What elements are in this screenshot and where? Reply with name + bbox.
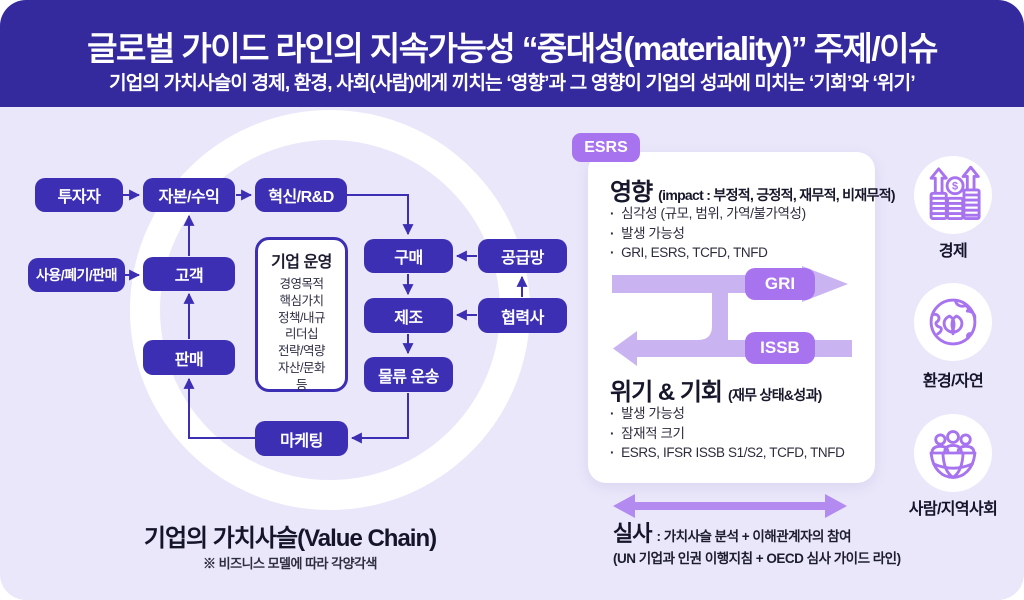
due-diligence-line: 실사 : 가치사슬 분석 + 이해관계자의 참여 — [613, 516, 851, 548]
operation-item: 정책/내규 — [278, 310, 325, 325]
risk-heading: 위기 & 기회 (재무 상태&성과) — [610, 372, 822, 407]
bullet-item: 심각성 (규모, 범위, 가역/불가역성) — [610, 204, 806, 224]
value-chain-caption: 기업의 가치사슬(Value Chain) — [143, 525, 437, 552]
operation-item: 전략/역량 — [278, 344, 325, 359]
legend-label-economy: 경제 — [938, 243, 968, 260]
bullet-item: 잠재적 크기 — [610, 424, 844, 444]
risk-title: 위기 & 기회 — [610, 379, 723, 406]
box-innovation-rnd: 혁신/R&D — [255, 178, 347, 212]
legend-circle-people — [914, 414, 992, 492]
box-capital-revenue: 자본/수익 — [143, 178, 235, 212]
value-chain-note: ※ 비즈니스 모델에 따라 각양각색 — [203, 556, 377, 571]
svg-text:$: $ — [952, 181, 958, 193]
company-operation-card: 기업 운영 경영목적 핵심가치 정책/내규 리더십 전략/역량 자산/문화 등 — [255, 237, 348, 392]
box-supply-chain: 공급망 — [478, 239, 567, 273]
operation-item: 핵심가치 — [279, 293, 324, 308]
operation-item: 자산/문화 — [278, 360, 325, 375]
box-partners: 협력사 — [478, 298, 567, 333]
impact-bullet-list: 심각성 (규모, 범위, 가역/불가역성) 발생 가능성 GRI, ESRS, … — [610, 204, 806, 263]
impact-heading: 영향 (impact : 부정적, 긍정적, 재무적, 비재무적) — [610, 172, 896, 207]
esrs-badge: ESRS — [572, 133, 640, 162]
environment-icon — [929, 298, 977, 346]
operation-item: 경영목적 — [279, 277, 324, 291]
impact-subtitle: (impact : 부정적, 긍정적, 재무적, 비재무적) — [658, 187, 895, 203]
legend-circle-environment — [914, 283, 992, 361]
box-investor: 투자자 — [35, 178, 123, 212]
bullet-item: 발생 가능성 — [610, 404, 844, 424]
box-sales: 판매 — [143, 340, 235, 375]
page-subtitle: 기업의 가치사슬이 경제, 환경, 사회(사람)에게 끼치는 ‘영향’과 그 영… — [109, 73, 915, 94]
box-marketing: 마케팅 — [255, 421, 348, 456]
bullet-item: GRI, ESRS, TCFD, TNFD — [610, 243, 806, 263]
box-manufacturing: 제조 — [364, 298, 453, 333]
operation-title: 기업 운영 — [271, 254, 332, 271]
page-title: 글로벌 가이드 라인의 지속가능성 “중대성(materiality)” 주제/… — [87, 30, 938, 67]
bullet-item: ESRS, IFSR ISSB S1/S2, TCFD, TNFD — [610, 443, 845, 463]
due-diligence-title: 실사 — [613, 521, 652, 546]
due-diligence-desc: : 가치사슬 분석 + 이해관계자의 참여 — [656, 529, 851, 544]
header-banner: 글로벌 가이드 라인의 지속가능성 “중대성(materiality)” 주제/… — [0, 0, 1024, 107]
gri-badge: GRI — [745, 268, 815, 300]
bullet-item: 발생 가능성 — [610, 224, 806, 244]
box-purchasing: 구매 — [364, 239, 453, 273]
box-use-disposal-resale: 사용/폐기/판매 — [28, 258, 125, 292]
legend-circle-economy: $ — [914, 156, 992, 234]
economy-icon: $ — [929, 165, 981, 221]
impact-title: 영향 — [610, 179, 653, 206]
people-icon — [929, 430, 977, 479]
issb-badge: ISSB — [745, 332, 815, 364]
legend-label-environment: 환경/자연 — [922, 373, 984, 390]
box-customer: 고객 — [143, 257, 235, 291]
operation-item: 리더십 — [284, 327, 319, 342]
risk-subtitle: (재무 상태&성과) — [728, 387, 822, 403]
risk-bullet-list: 발생 가능성 잠재적 크기 ESRS, IFSR ISSB S1/S2, TCF… — [610, 404, 845, 463]
double-arrow — [613, 494, 847, 518]
legend-label-people: 사람/지역사회 — [908, 501, 998, 518]
due-diligence-note: (UN 기업과 인권 이행지침 + OECD 심사 가이드 라인) — [613, 551, 901, 566]
box-logistics: 물류 운송 — [364, 357, 453, 392]
gri-issb-flow-arrows — [612, 266, 852, 366]
operation-item: 등 — [295, 377, 308, 392]
